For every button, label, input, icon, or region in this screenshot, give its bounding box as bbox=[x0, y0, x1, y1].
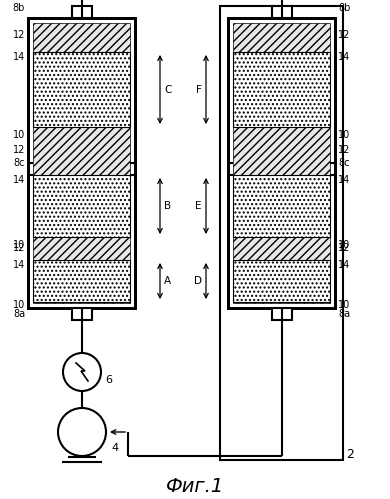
Text: 10: 10 bbox=[338, 300, 350, 310]
Bar bbox=[220, 6, 343, 460]
Text: F: F bbox=[196, 84, 202, 94]
Circle shape bbox=[58, 408, 106, 456]
Text: 8c: 8c bbox=[14, 158, 25, 168]
Bar bbox=[233, 175, 330, 237]
Text: D: D bbox=[194, 276, 202, 286]
Text: 12: 12 bbox=[338, 243, 350, 253]
Text: 14: 14 bbox=[13, 260, 25, 270]
Text: 10: 10 bbox=[338, 130, 350, 140]
Text: 12: 12 bbox=[12, 243, 25, 253]
Bar bbox=[33, 175, 130, 237]
Bar bbox=[33, 260, 130, 302]
Bar bbox=[233, 52, 330, 127]
Text: C: C bbox=[164, 84, 171, 94]
Bar bbox=[28, 18, 135, 308]
Bar bbox=[33, 52, 130, 127]
Text: Фиг.1: Фиг.1 bbox=[166, 477, 224, 496]
Text: 6: 6 bbox=[105, 375, 112, 385]
Text: 12: 12 bbox=[338, 30, 350, 40]
Bar bbox=[71, 308, 92, 320]
Text: B: B bbox=[164, 201, 171, 211]
Text: 8b: 8b bbox=[338, 3, 350, 13]
Text: E: E bbox=[195, 201, 202, 211]
Text: 10: 10 bbox=[338, 240, 350, 250]
Text: 14: 14 bbox=[338, 52, 350, 62]
Text: 12: 12 bbox=[12, 145, 25, 155]
Text: 10: 10 bbox=[13, 130, 25, 140]
Bar bbox=[228, 18, 335, 308]
Text: 2: 2 bbox=[346, 449, 354, 462]
Text: 14: 14 bbox=[338, 260, 350, 270]
Text: A: A bbox=[164, 276, 171, 286]
Text: 14: 14 bbox=[13, 52, 25, 62]
Text: 14: 14 bbox=[13, 175, 25, 185]
Bar bbox=[233, 23, 330, 303]
Circle shape bbox=[63, 353, 101, 391]
Text: 10: 10 bbox=[13, 240, 25, 250]
Bar bbox=[28, 18, 135, 308]
Text: 8b: 8b bbox=[12, 3, 25, 13]
Bar bbox=[271, 6, 291, 18]
Text: 8a: 8a bbox=[13, 309, 25, 319]
Text: 10: 10 bbox=[13, 300, 25, 310]
Text: 12: 12 bbox=[338, 145, 350, 155]
Bar bbox=[228, 18, 335, 308]
Text: 8c: 8c bbox=[338, 158, 349, 168]
Bar bbox=[71, 6, 92, 18]
Text: 14: 14 bbox=[338, 175, 350, 185]
Text: 8a: 8a bbox=[338, 309, 350, 319]
Bar bbox=[33, 23, 130, 303]
Text: 4: 4 bbox=[111, 443, 118, 453]
Bar bbox=[233, 260, 330, 302]
Text: 12: 12 bbox=[12, 30, 25, 40]
Bar bbox=[271, 308, 291, 320]
